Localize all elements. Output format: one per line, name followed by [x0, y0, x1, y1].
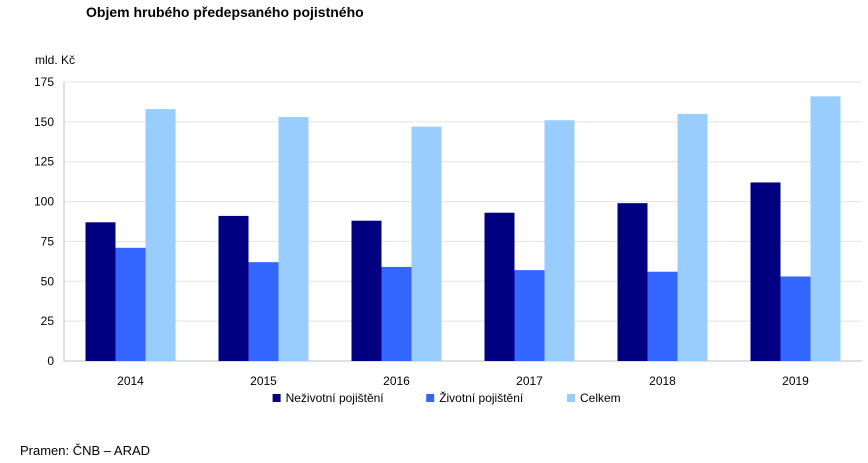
x-tick-label: 2017	[516, 374, 543, 388]
bar-2019-0	[750, 182, 781, 361]
y-tick-label: 25	[41, 314, 55, 328]
x-tick-label: 2019	[782, 374, 809, 388]
bar-2014-1	[115, 247, 146, 361]
x-tick-label: 2015	[250, 374, 277, 388]
legend-label: Životní pojištění	[439, 390, 524, 405]
bar-2017-0	[484, 212, 515, 361]
bar-2016-0	[351, 220, 382, 361]
bar-2015-1	[248, 262, 279, 361]
bar-2015-2	[278, 117, 309, 362]
bar-2018-0	[617, 203, 648, 361]
legend-swatch	[567, 394, 575, 402]
bar-2014-0	[85, 222, 116, 361]
y-tick-label: 125	[34, 155, 54, 169]
bar-2018-1	[647, 271, 678, 361]
y-tick-label: 50	[41, 274, 55, 288]
bar-2016-1	[381, 266, 412, 361]
x-tick-label: 2016	[383, 374, 410, 388]
chart-title: Objem hrubého předepsaného pojistného	[86, 4, 364, 20]
legend-label: Neživotní pojištění	[286, 391, 385, 405]
bar-2017-1	[514, 270, 545, 361]
legend-swatch	[426, 394, 435, 402]
y-tick-label: 100	[34, 195, 54, 209]
y-tick-label: 0	[47, 354, 54, 368]
x-tick-label: 2014	[117, 374, 144, 388]
bar-2018-2	[677, 113, 708, 361]
bar-2017-2	[544, 120, 575, 362]
bar-2019-1	[780, 276, 811, 361]
bar-2016-2	[411, 126, 442, 361]
y-tick-label: 150	[34, 115, 54, 129]
y-tick-label: 175	[34, 75, 54, 89]
y-tick-label: 75	[41, 234, 55, 248]
legend-swatch	[272, 394, 281, 402]
bar-2015-0	[218, 215, 249, 361]
y-axis-unit-label: mld. Kč	[35, 53, 76, 67]
source-note: Pramen: ČNB – ARAD	[20, 443, 151, 458]
bar-2014-2	[145, 109, 176, 361]
bar-2019-2	[810, 96, 841, 361]
legend-label: Celkem	[580, 391, 621, 405]
x-tick-label: 2018	[649, 374, 676, 388]
